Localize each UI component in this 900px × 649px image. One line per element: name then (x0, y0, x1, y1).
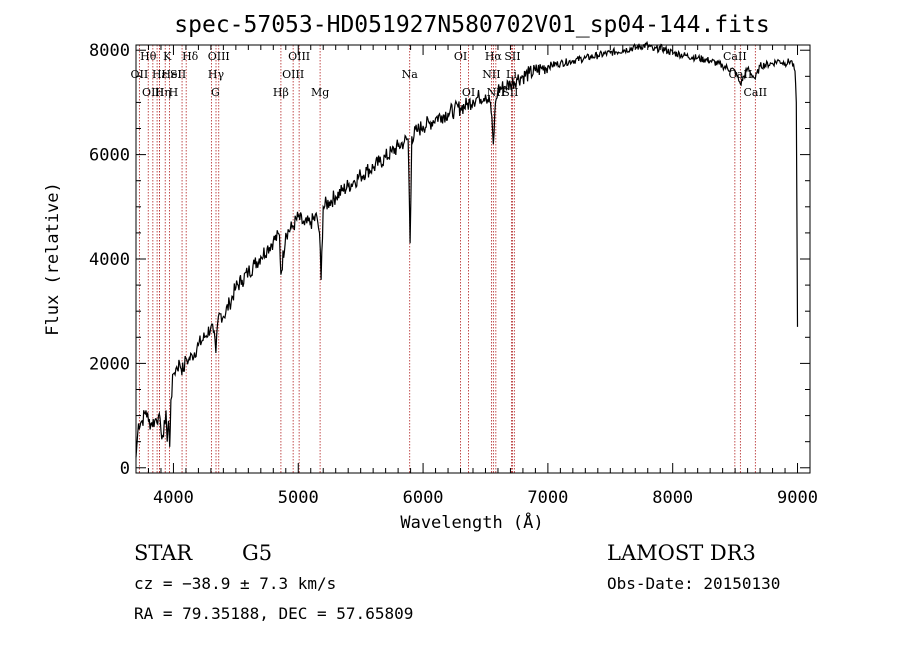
y-axis-label: Flux (relative) (43, 182, 63, 336)
y-tick-label: 2000 (89, 354, 130, 374)
sky-coordinates: RA = 79.35188, DEC = 57.65809 (134, 604, 413, 623)
y-tick-label: 8000 (89, 41, 130, 61)
line-label-4: K (163, 50, 172, 63)
line-label-3: Hη (155, 86, 171, 99)
x-tick-label: 9000 (777, 488, 818, 508)
line-label-20: NII (482, 68, 500, 81)
object-class: STAR (134, 541, 193, 565)
line-label-17: Na (402, 68, 419, 81)
y-tick-label: 6000 (89, 146, 130, 166)
line-label-2: OIII (142, 86, 164, 99)
x-axis-label: Wavelength (Å) (400, 511, 543, 533)
line-label-18: OI (454, 50, 467, 63)
line-label-19: OI (462, 86, 475, 99)
x-tick-label: 8000 (652, 488, 693, 508)
line-label-23: SII (504, 50, 520, 63)
x-axis-ticks: 4000 5000 6000 7000 8000 9000 (147, 45, 818, 508)
x-tick-label: 6000 (403, 488, 444, 508)
line-label-9: Hδ (182, 50, 199, 63)
y-tick-label: 0 (120, 459, 130, 479)
line-label-7: HeI (161, 68, 181, 81)
line-label-24: Li (506, 68, 517, 81)
line-label-11: Hγ (208, 68, 225, 81)
line-label-5: H (169, 86, 179, 99)
x-tick-label: 4000 (153, 488, 194, 508)
line-label-21: Hα (485, 50, 503, 63)
redshift-cz: cz = −38.9 ± 7.3 km/s (134, 574, 336, 593)
line-label-14: OIII (282, 68, 304, 81)
line-label-28: CaII (743, 86, 767, 99)
spectral-line-markers (138, 45, 756, 473)
x-tick-label: 7000 (527, 488, 568, 508)
line-label-0: Hθ (140, 50, 157, 63)
line-label-8: SII (170, 68, 186, 81)
y-tick-label: 4000 (89, 250, 130, 270)
x-tick-label: 5000 (278, 488, 319, 508)
chart-title: spec-57053-HD051927N580702V01_sp04-144.f… (174, 12, 769, 38)
line-label-12: OIII (208, 50, 230, 63)
spectral-line-labels: HθOIIOIIIHηKHHεHeISIIHδGHγOIIIHβOIIIOIII… (131, 50, 768, 99)
y-axis-ticks: 0 2000 4000 6000 8000 (89, 41, 810, 479)
object-subclass: G5 (242, 541, 272, 565)
line-label-6: Hε (152, 68, 168, 81)
line-label-10: G (211, 86, 220, 99)
line-label-13: Hβ (273, 86, 289, 99)
survey-name: LAMOST DR3 (607, 541, 756, 565)
observation-date: Obs-Date: 20150130 (607, 574, 780, 593)
plot-frame (135, 44, 811, 474)
line-label-15: OIII (288, 50, 310, 63)
spectrum-line (135, 40, 799, 458)
line-label-1: OII (131, 68, 149, 81)
line-label-26: CaII (723, 50, 747, 63)
line-label-16: Mg (311, 86, 329, 99)
